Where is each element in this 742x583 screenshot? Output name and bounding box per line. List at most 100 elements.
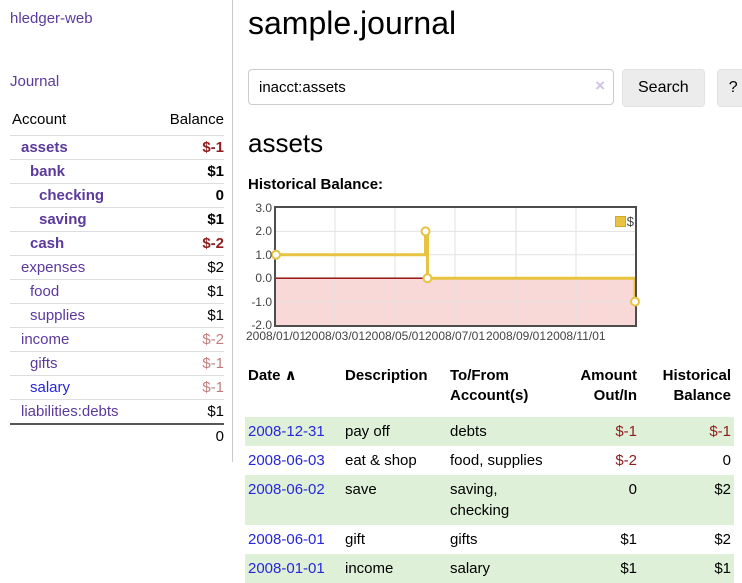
y-tick-label: -2.0 bbox=[251, 318, 272, 332]
sidebar-item-journal[interactable]: Journal bbox=[10, 73, 60, 90]
y-tick-label: 2.0 bbox=[255, 224, 272, 239]
transaction-amount: $-1 bbox=[552, 416, 640, 446]
register-row: 2008-06-01 gift gifts $1 $2 bbox=[245, 525, 734, 554]
account-link-income[interactable]: income bbox=[21, 331, 70, 348]
account-link-bank[interactable]: bank bbox=[30, 163, 66, 180]
account-link-expenses[interactable]: expenses bbox=[21, 259, 86, 276]
account-name-cell: bank bbox=[10, 159, 151, 184]
account-link-supplies[interactable]: supplies bbox=[30, 307, 86, 324]
account-balance: $-1 bbox=[150, 351, 224, 376]
register-row: 2008-01-01 income salary $1 $1 bbox=[245, 553, 734, 583]
page-title: sample.journal bbox=[248, 5, 457, 41]
account-row: expenses $2 bbox=[10, 255, 224, 280]
account-balance: $2 bbox=[150, 255, 224, 280]
account-row: liabilities:debts $1 bbox=[10, 399, 224, 424]
transaction-description: income bbox=[342, 553, 447, 583]
account-balance: 0 bbox=[150, 183, 224, 208]
transaction-accounts: salary bbox=[447, 553, 552, 583]
transaction-balance: $1 bbox=[640, 553, 734, 583]
account-balance: $1 bbox=[150, 399, 224, 424]
transaction-accounts: gifts bbox=[450, 530, 478, 548]
x-tick-label: 2008/03/01 bbox=[304, 329, 366, 343]
accounts-col-balance: Balance bbox=[169, 111, 224, 128]
transaction-accounts: food, supplies bbox=[450, 451, 543, 469]
transaction-date-link[interactable]: 2008-06-01 bbox=[248, 530, 325, 548]
transaction-balance: 0 bbox=[722, 451, 731, 469]
transaction-amount: 0 bbox=[552, 474, 640, 525]
account-name-cell: saving bbox=[10, 207, 151, 232]
transaction-amount: $-2 bbox=[615, 451, 637, 469]
register-table: Date ∧ Description To/From Account(s) Amoun… bbox=[245, 364, 734, 583]
account-name-cell: income bbox=[10, 327, 151, 352]
account-row: food $1 bbox=[10, 279, 224, 304]
account-link-liabilities-debts[interactable]: liabilities:debts bbox=[21, 403, 119, 420]
account-name-cell: assets bbox=[10, 135, 151, 160]
account-balance: $-2 bbox=[150, 231, 224, 256]
transaction-amount: $1 bbox=[620, 530, 637, 548]
account-name-cell: salary bbox=[10, 375, 151, 400]
account-link-salary[interactable]: salary bbox=[30, 379, 71, 396]
x-tick-label: 2008/05/01 bbox=[364, 329, 426, 343]
data-point-marker bbox=[420, 226, 431, 237]
y-tick-label: 0.0 bbox=[255, 271, 272, 286]
x-tick-label: 2008/11/01 bbox=[546, 329, 606, 343]
transaction-date-link[interactable]: 2008-06-03 bbox=[248, 451, 325, 469]
app-brand-link[interactable]: hledger-web bbox=[10, 10, 93, 27]
x-tick-label: 2008/09/01 bbox=[485, 329, 547, 343]
x-tick-label: 2008/07/01 bbox=[424, 329, 486, 343]
account-name-cell: gifts bbox=[10, 351, 151, 376]
account-link-saving[interactable]: saving bbox=[39, 211, 87, 228]
chart-legend: $ bbox=[614, 214, 634, 229]
account-link-checking[interactable]: checking bbox=[39, 187, 105, 204]
account-balance: $-1 bbox=[150, 375, 224, 400]
account-row: bank $1 bbox=[10, 159, 224, 184]
transaction-date-link[interactable]: 2008-06-02 bbox=[248, 480, 325, 498]
y-tick-label: -1.0 bbox=[251, 294, 272, 309]
account-link-cash[interactable]: cash bbox=[30, 235, 65, 252]
chart-canvas bbox=[271, 206, 640, 327]
account-name-cell: checking bbox=[10, 183, 151, 208]
accounts-header-row: Account Balance bbox=[10, 108, 224, 136]
transaction-date-cell: 2008-06-02 bbox=[245, 474, 342, 525]
account-row: checking 0 bbox=[10, 183, 224, 208]
register-header-row: Date ∧ Description To/From Account(s) Amoun… bbox=[245, 364, 734, 417]
chart-title: Historical Balance: bbox=[248, 176, 384, 193]
y-tick-label: 3.0 bbox=[255, 201, 272, 215]
search-form: × Search ? bbox=[248, 69, 742, 107]
register-row: 2008-06-03 eat & shop food, supplies $-2 0 bbox=[245, 446, 734, 475]
help-button[interactable]: ? bbox=[716, 69, 742, 107]
clear-search-icon[interactable]: × bbox=[595, 76, 605, 95]
register-col-date[interactable]: Date ∧ bbox=[248, 367, 297, 384]
account-row: income $-2 bbox=[10, 327, 224, 352]
account-link-gifts[interactable]: gifts bbox=[30, 355, 58, 372]
transaction-accounts: debts bbox=[447, 416, 552, 446]
transaction-date-cell: 2008-06-03 bbox=[245, 446, 342, 475]
accounts-col-account: Account bbox=[12, 111, 67, 128]
account-link-assets[interactable]: assets bbox=[21, 139, 68, 156]
account-balance: $-1 bbox=[150, 135, 224, 160]
y-tick-label: 1.0 bbox=[255, 247, 272, 262]
transaction-date-cell: 2008-12-31 bbox=[245, 416, 342, 446]
transaction-balance: $2 bbox=[714, 530, 731, 548]
x-tick-label: 2008/01/01 bbox=[245, 329, 307, 343]
transaction-balance: $-1 bbox=[640, 416, 734, 446]
transaction-date-link[interactable]: 2008-12-31 bbox=[248, 422, 325, 440]
register-col-to-from-account-s-: To/From Account(s) bbox=[450, 367, 529, 405]
sort-asc-icon: ∧ bbox=[280, 367, 297, 384]
register-row: 2008-06-02 save saving, checking 0 $2 bbox=[245, 474, 734, 525]
transaction-description: pay off bbox=[342, 416, 447, 446]
accounts-table: Account Balance assets $-1 bank $1 checking 0… bbox=[10, 108, 224, 448]
accounts-total-row: 0 bbox=[10, 423, 224, 448]
register-col-amount-out-in: Amount Out/In bbox=[580, 367, 637, 405]
account-name-cell: cash bbox=[10, 231, 151, 256]
search-button[interactable]: Search bbox=[622, 69, 705, 107]
account-link-food[interactable]: food bbox=[30, 283, 60, 300]
transaction-balance: $2 bbox=[640, 474, 734, 525]
data-point-marker bbox=[630, 296, 640, 307]
register-row: 2008-12-31 pay off debts $-1 $-1 bbox=[245, 416, 734, 446]
account-row: saving $1 bbox=[10, 207, 224, 232]
search-input[interactable] bbox=[248, 69, 614, 105]
transaction-date-link[interactable]: 2008-01-01 bbox=[248, 559, 325, 577]
account-name-cell: expenses bbox=[10, 255, 151, 280]
search-input-wrap: × bbox=[248, 69, 614, 107]
